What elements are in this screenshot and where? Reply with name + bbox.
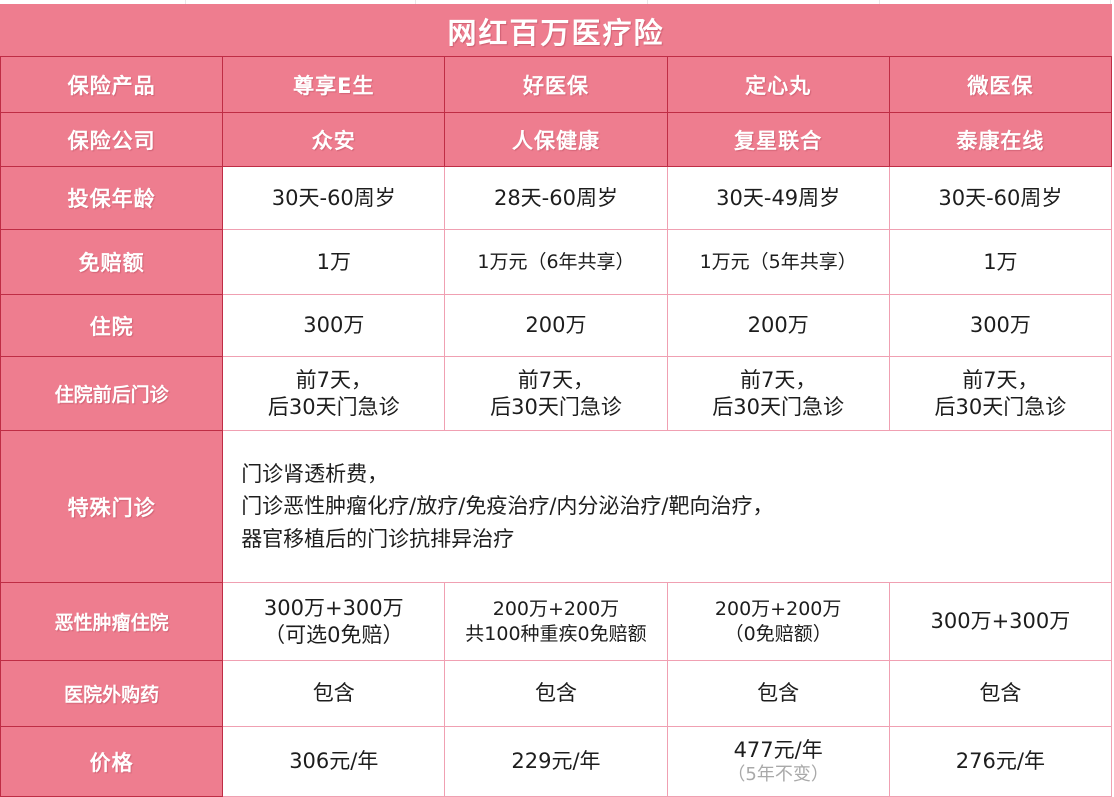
cell-external-drugs-3: 包含 <box>666 660 890 727</box>
cell-cancer-hospitalization-3: 200万+200万 （0免赔额） <box>666 582 890 661</box>
row-label-hospitalization: 住院 <box>0 294 224 357</box>
cell-external-drugs-2: 包含 <box>444 660 668 727</box>
table-row-cancer-hospitalization: 恶性肿瘤住院 300万+300万 （可选0免赔） 200万+200万 共100种重疾… <box>0 582 1113 661</box>
cell-company-2: 人保健康 <box>444 112 668 167</box>
cell-company-1: 众安 <box>222 112 446 167</box>
table-row-deductible: 免赔额 1万 1万元（6年共享） 1万元（5年共享） 1万 <box>0 229 1113 295</box>
row-label-external-drugs: 医院外购药 <box>0 660 224 727</box>
cell-price-1: 306元/年 <box>222 726 446 797</box>
cell-hospitalization-2: 200万 <box>444 294 668 357</box>
cell-cancer-hospitalization-4: 300万+300万 <box>888 582 1113 661</box>
table-row-hospitalization: 住院 300万 200万 200万 300万 <box>0 294 1113 357</box>
cell-external-drugs-4: 包含 <box>888 660 1113 727</box>
comparison-table-wrapper: 网红百万医疗险 保险产品 尊享E生 好医保 定心丸 微医保 保险公司 众安 人保… <box>0 4 1114 797</box>
cell-age-2: 28天-60周岁 <box>444 166 668 230</box>
row-label-age: 投保年龄 <box>0 166 224 230</box>
spreadsheet-gridline <box>879 0 880 4</box>
header-product-3: 定心丸 <box>666 56 890 113</box>
table-row-age: 投保年龄 30天-60周岁 28天-60周岁 30天-49周岁 30天-60周岁 <box>0 166 1113 230</box>
cell-age-4: 30天-60周岁 <box>888 166 1113 230</box>
header-product-2: 好医保 <box>444 56 668 113</box>
table-row-external-drugs: 医院外购药 包含 包含 包含 包含 <box>0 660 1113 727</box>
price-value-3: 477元/年 <box>733 738 823 763</box>
table-row-special-outpatient: 特殊门诊 门诊肾透析费， 门诊恶性肿瘤化疗/放疗/免疫治疗/内分泌治疗/靶向治疗，… <box>0 430 1112 583</box>
price-note-3: （5年不变） <box>727 764 829 786</box>
cell-price-2: 229元/年 <box>444 726 668 797</box>
cell-hospitalization-4: 300万 <box>888 294 1113 357</box>
cell-price-3: 477元/年 （5年不变） <box>666 726 890 797</box>
cell-age-3: 30天-49周岁 <box>666 166 890 230</box>
row-label-special-outpatient: 特殊门诊 <box>0 430 224 583</box>
row-label-outpatient-around-stay: 住院前后门诊 <box>0 356 224 431</box>
cell-hospitalization-3: 200万 <box>666 294 890 357</box>
cell-deductible-2: 1万元（6年共享） <box>444 229 668 295</box>
row-label-company: 保险公司 <box>0 112 224 167</box>
header-product-1: 尊享E生 <box>222 56 446 113</box>
cell-special-outpatient-merged: 门诊肾透析费， 门诊恶性肿瘤化疗/放疗/免疫治疗/内分泌治疗/靶向治疗， 器官移植后… <box>222 430 1112 583</box>
spreadsheet-top-strip <box>0 0 1114 4</box>
spreadsheet-gridline <box>415 0 416 4</box>
cell-outpatient-around-stay-3: 前7天， 后30天门急诊 <box>666 356 890 431</box>
row-label-cancer-hospitalization: 恶性肿瘤住院 <box>0 582 224 661</box>
table-header-row-products: 保险产品 尊享E生 好医保 定心丸 微医保 <box>0 56 1113 113</box>
page-title: 网红百万医疗险 <box>0 4 1112 57</box>
header-label-product: 保险产品 <box>0 56 224 113</box>
cell-hospitalization-1: 300万 <box>222 294 446 357</box>
cell-outpatient-around-stay-1: 前7天， 后30天门急诊 <box>222 356 446 431</box>
price-value-2: 229元/年 <box>511 749 601 774</box>
table-title-row: 网红百万医疗险 <box>0 4 1112 57</box>
table-row-price: 价格 306元/年 229元/年 477元/年 （5年不变） 276元/年 <box>0 726 1113 797</box>
cell-deductible-4: 1万 <box>888 229 1113 295</box>
spreadsheet-gridline <box>1110 0 1111 4</box>
spreadsheet-gridline <box>647 0 648 4</box>
cell-deductible-3: 1万元（5年共享） <box>666 229 890 295</box>
cell-external-drugs-1: 包含 <box>222 660 446 727</box>
cell-outpatient-around-stay-4: 前7天， 后30天门急诊 <box>888 356 1113 431</box>
header-product-4: 微医保 <box>888 56 1113 113</box>
cell-cancer-hospitalization-1: 300万+300万 （可选0免赔） <box>222 582 446 661</box>
price-value-4: 276元/年 <box>955 749 1045 774</box>
cell-cancer-hospitalization-2: 200万+200万 共100种重疾0免赔额 <box>444 582 668 661</box>
row-label-price: 价格 <box>0 726 224 797</box>
spreadsheet-gridline <box>185 0 186 4</box>
table-row-company: 保险公司 众安 人保健康 复星联合 泰康在线 <box>0 112 1113 167</box>
cell-company-4: 泰康在线 <box>888 112 1113 167</box>
cell-deductible-1: 1万 <box>222 229 446 295</box>
insurance-comparison-table: 网红百万医疗险 保险产品 尊享E生 好医保 定心丸 微医保 保险公司 众安 人保… <box>0 4 1113 797</box>
cell-outpatient-around-stay-2: 前7天， 后30天门急诊 <box>444 356 668 431</box>
table-row-outpatient-around-stay: 住院前后门诊 前7天， 后30天门急诊 前7天， 后30天门急诊 前7天， 后30天门… <box>0 356 1113 431</box>
row-label-deductible: 免赔额 <box>0 229 224 295</box>
cell-price-4: 276元/年 <box>888 726 1113 797</box>
price-value-1: 306元/年 <box>289 749 379 774</box>
cell-company-3: 复星联合 <box>666 112 890 167</box>
cell-age-1: 30天-60周岁 <box>222 166 446 230</box>
